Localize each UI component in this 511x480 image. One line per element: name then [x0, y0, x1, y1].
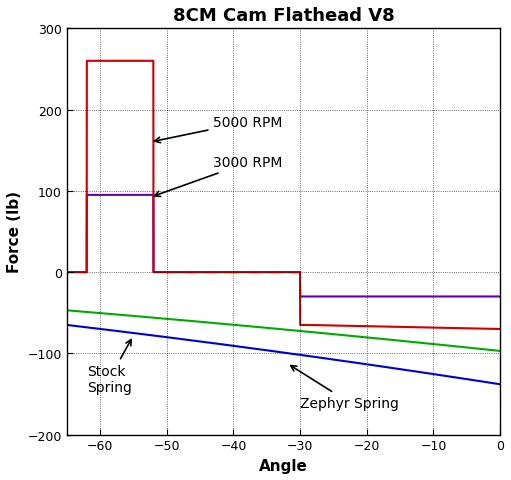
- Title: 8CM Cam Flathead V8: 8CM Cam Flathead V8: [173, 7, 394, 25]
- Text: 3000 RPM: 3000 RPM: [154, 156, 283, 197]
- Text: Stock
Spring: Stock Spring: [87, 340, 132, 394]
- X-axis label: Angle: Angle: [259, 458, 308, 473]
- Y-axis label: Force (lb): Force (lb): [7, 191, 22, 273]
- Text: 5000 RPM: 5000 RPM: [155, 116, 283, 144]
- Text: Zephyr Spring: Zephyr Spring: [291, 366, 399, 410]
